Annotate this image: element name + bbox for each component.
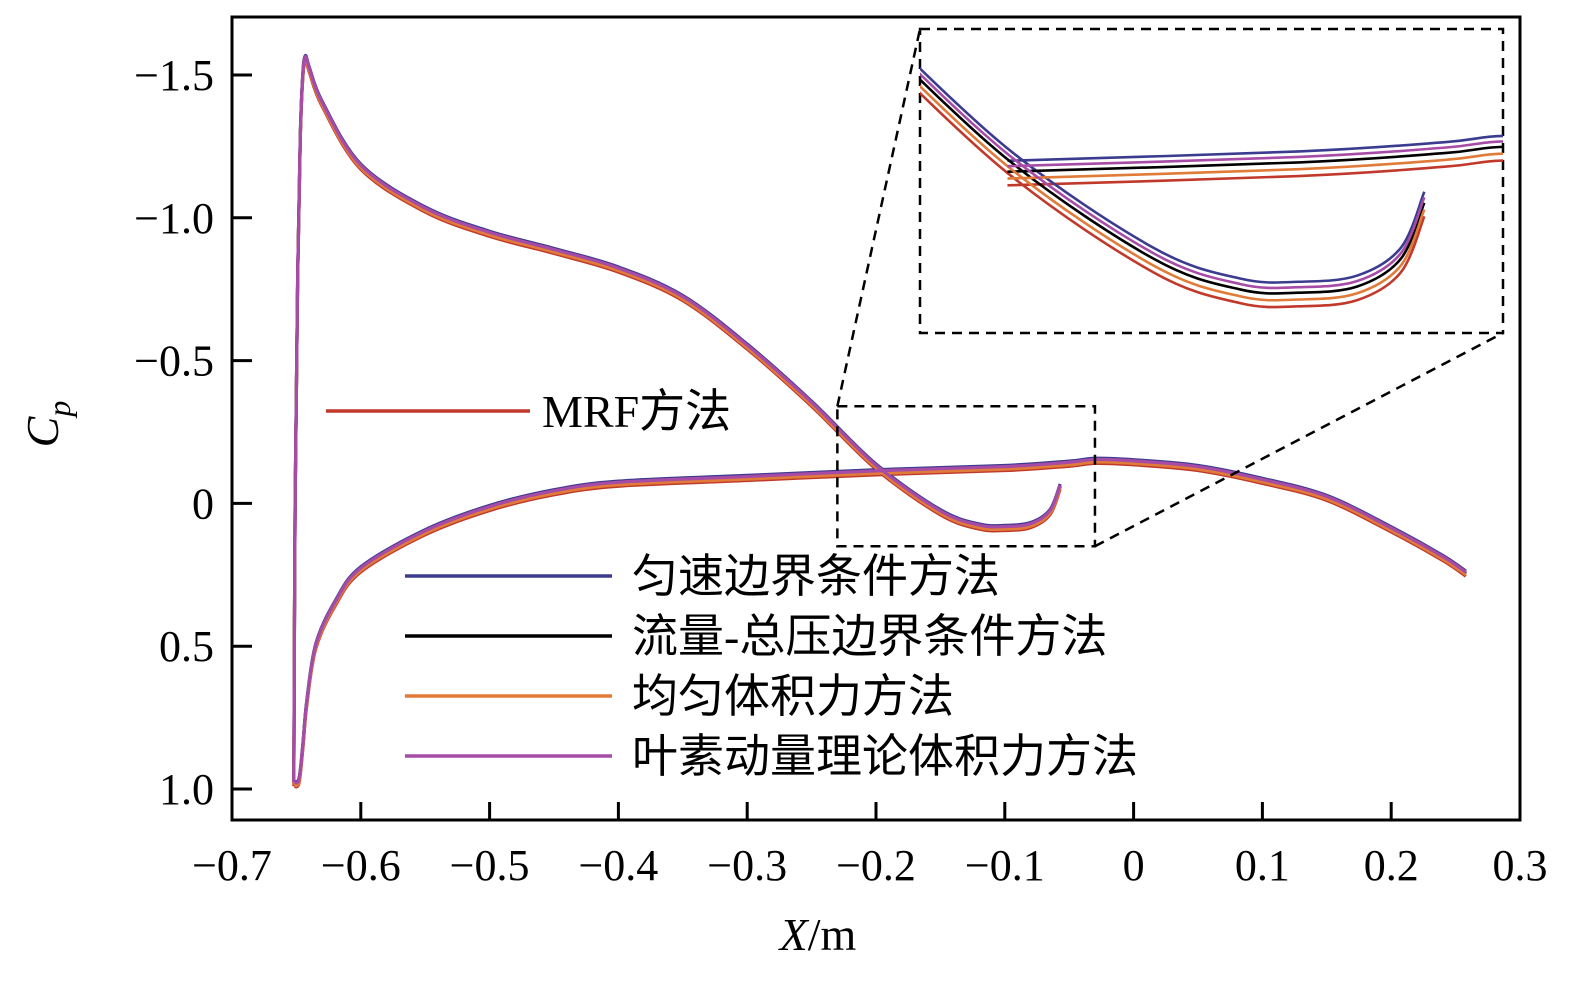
x-tick-label: −0.2 [836, 841, 916, 890]
y-tick-label: 0 [192, 479, 214, 528]
y-tick-label: 0.5 [159, 622, 214, 671]
inset-series-line-lower [1007, 145, 1503, 173]
legend-label: 均匀体积力方法 [632, 671, 954, 722]
legend-item: 叶素动量理论体积力方法 [405, 731, 1138, 782]
y-tick-label: −1.5 [134, 51, 214, 100]
inset-series-line-upper [920, 77, 1426, 295]
x-axis-label: X/m [778, 909, 857, 960]
legend-label: 流量-总压边界条件方法 [632, 611, 1107, 662]
x-tick-label: −0.6 [321, 841, 401, 890]
x-tick-label: −0.1 [965, 841, 1045, 890]
inset-series-line-upper [920, 84, 1426, 302]
inset-zoom-box [918, 27, 1505, 335]
x-tick-label: −0.7 [192, 841, 272, 890]
zoom-connector-line [836, 28, 922, 407]
y-axis-label: Cp [17, 401, 77, 448]
y-tick-label: 1.0 [159, 765, 214, 814]
x-axis-variable: X [778, 909, 810, 960]
legend-item: MRF方法 [326, 386, 731, 437]
legend-label: MRF方法 [542, 386, 731, 437]
y-tick-label: −0.5 [134, 337, 214, 386]
legend-label: 匀速边界条件方法 [632, 551, 1000, 602]
x-tick-label: −0.5 [450, 841, 530, 890]
inset-series-line-lower [1007, 134, 1503, 163]
x-tick-label: −0.4 [578, 841, 658, 890]
zoom-connector-line [1094, 331, 1504, 548]
y-tick-label: −1.0 [134, 194, 214, 243]
x-tick-label: 0.2 [1364, 841, 1419, 890]
inset-curves [920, 66, 1503, 309]
inset-series-line-upper [920, 66, 1426, 284]
inset-series-line-lower [1007, 159, 1503, 187]
x-tick-label: 0 [1123, 841, 1145, 890]
y-axis-subscript: p [41, 401, 77, 419]
x-tick-label: 0.3 [1493, 841, 1548, 890]
zoom-region-box [836, 405, 1097, 548]
series-line-lower [293, 457, 1467, 785]
series-line-upper [292, 55, 1062, 783]
y-axis-variable: C [17, 415, 68, 447]
inset-series-line-upper [920, 91, 1426, 309]
legend-item: 流量-总压边界条件方法 [405, 611, 1107, 662]
legend-item: 均匀体积力方法 [405, 671, 954, 722]
x-axis-unit: /m [808, 909, 857, 960]
x-tick-label: 0.1 [1235, 841, 1290, 890]
legend-label: 叶素动量理论体积力方法 [632, 731, 1138, 782]
x-tick-label: −0.3 [707, 841, 787, 890]
inset-series-line-upper [920, 72, 1426, 290]
inset-series-line-lower [1007, 152, 1503, 180]
inset-series-line-lower [1007, 140, 1503, 168]
legend-item: 匀速边界条件方法 [405, 551, 1000, 602]
